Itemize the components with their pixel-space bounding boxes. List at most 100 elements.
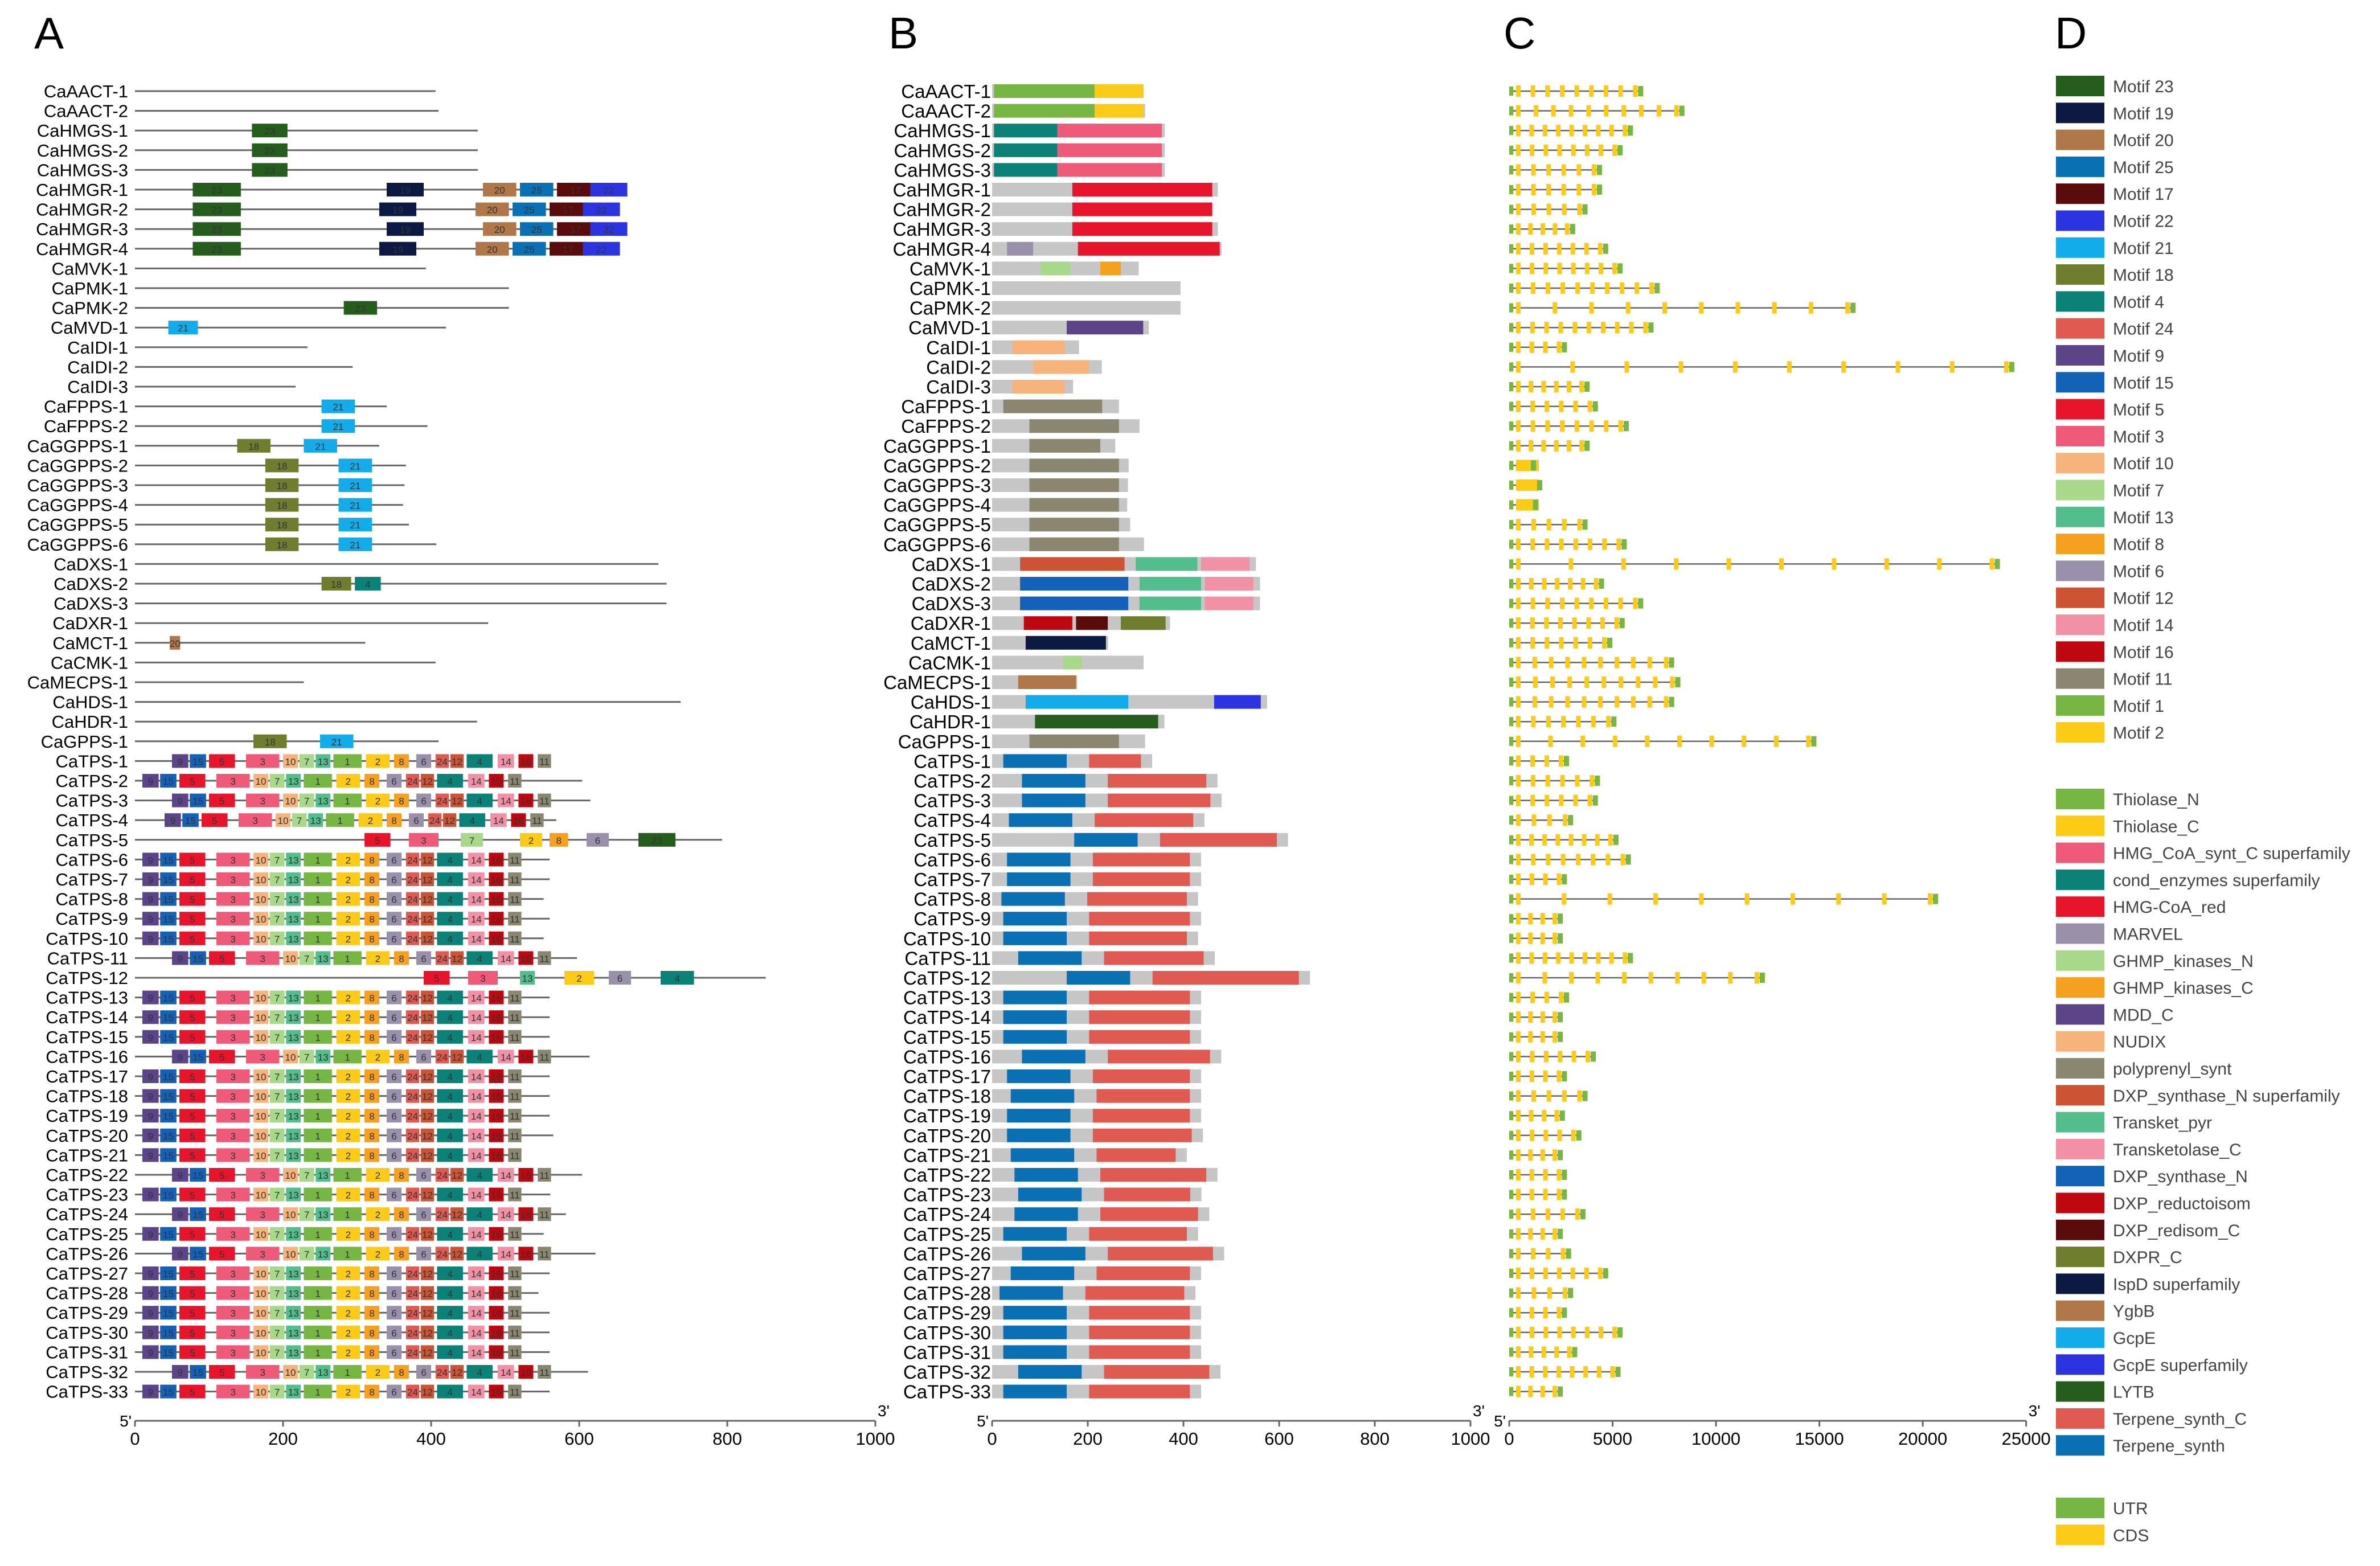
cds-exon xyxy=(1569,125,1574,137)
gene-label-b: CaDXR-1 xyxy=(911,613,991,634)
motif-box xyxy=(498,1168,514,1182)
motif-box xyxy=(142,1069,159,1083)
cds-exon xyxy=(1656,105,1661,117)
domain-box xyxy=(1057,163,1162,177)
motif-number: 13 xyxy=(522,973,533,984)
cds-exon xyxy=(1772,302,1777,314)
motif-box xyxy=(437,1187,463,1202)
cds-exon xyxy=(1560,854,1566,866)
cds-exon xyxy=(1531,184,1536,195)
utr-3 xyxy=(1563,992,1569,1003)
motif-number: 14 xyxy=(471,914,482,925)
gene-label-a: CaTPS-30 xyxy=(46,1323,128,1343)
cds-exon xyxy=(1621,558,1626,570)
motif-box xyxy=(216,852,250,867)
motif-number: 8 xyxy=(369,1229,374,1240)
motif-box xyxy=(253,912,268,926)
cds-exon xyxy=(1541,440,1546,452)
motif-number: 12 xyxy=(422,993,433,1004)
gene-label-a: CaPMK-1 xyxy=(52,278,128,298)
domain-box xyxy=(1007,1128,1071,1142)
motif-box xyxy=(508,892,522,906)
motif-box xyxy=(468,1227,485,1241)
legend-swatch-motif xyxy=(2056,695,2104,716)
motif-number: 18 xyxy=(277,481,288,491)
cds-exon xyxy=(1589,597,1594,609)
legend-label-domain: polyprenyl_synt xyxy=(2113,1060,2232,1079)
legend-label-domain: Transketolase_C xyxy=(2113,1141,2242,1159)
gene-label-b: CaTPS-12 xyxy=(903,968,991,989)
motif-number: 2 xyxy=(346,1072,351,1083)
motif-number: 8 xyxy=(369,1269,374,1280)
motif-number: 8 xyxy=(369,1190,374,1201)
cds-exon xyxy=(1543,1071,1548,1082)
cds-exon xyxy=(1598,1326,1603,1338)
domain-box xyxy=(1089,912,1190,926)
utr-5 xyxy=(1509,933,1513,943)
motif-number: 6 xyxy=(391,993,396,1004)
motif-box xyxy=(276,813,290,827)
motif-number: 12 xyxy=(422,934,433,945)
motif-number: 2 xyxy=(529,835,534,846)
cds-exon xyxy=(1577,1090,1582,1102)
motif-number: 4 xyxy=(477,756,482,767)
motif-box xyxy=(286,774,301,788)
motif-box xyxy=(304,1010,332,1024)
cds-exon xyxy=(1530,775,1535,786)
gene-label-b: CaHDS-1 xyxy=(911,692,991,713)
legend-swatch-motif xyxy=(2056,210,2104,231)
motif-box xyxy=(336,1030,361,1044)
motif-number: 8 xyxy=(369,1131,374,1142)
cds-exon xyxy=(1530,420,1535,432)
motif-box xyxy=(321,419,355,433)
motif-box xyxy=(182,813,199,827)
domain-box xyxy=(1022,774,1085,788)
motif-box xyxy=(420,1109,435,1123)
motif-number: 8 xyxy=(369,1072,374,1083)
legend-swatch-domain xyxy=(2056,1300,2104,1321)
motif-box xyxy=(160,1187,177,1202)
cds-exon xyxy=(1884,558,1889,570)
motif-number: 1 xyxy=(315,1131,320,1142)
motif-box xyxy=(216,892,250,906)
motif-box xyxy=(405,1227,420,1241)
motif-number: 19 xyxy=(392,205,403,216)
cds-exon xyxy=(1662,302,1667,314)
motif-number: 1 xyxy=(315,1229,320,1240)
motif-box xyxy=(304,1109,332,1123)
domain-box xyxy=(1214,695,1261,709)
motif-number: 2 xyxy=(375,756,380,767)
domain-box xyxy=(1089,1227,1187,1241)
cds-exon xyxy=(1531,479,1537,491)
cds-exon xyxy=(1543,1129,1549,1141)
utr-5 xyxy=(1509,776,1513,785)
motif-box xyxy=(387,1010,402,1024)
motif-number: 8 xyxy=(369,1150,374,1161)
axis-end-5: 5' xyxy=(977,1412,989,1430)
motif-number: 10 xyxy=(256,1387,267,1398)
motif-number: 5 xyxy=(190,776,195,787)
motif-number: 14 xyxy=(471,1347,482,1358)
motif-box xyxy=(172,1247,189,1261)
motif-number: 9 xyxy=(148,855,153,866)
gene-label-b: CaTPS-9 xyxy=(914,908,991,929)
domain-box xyxy=(1095,104,1144,118)
cds-exon xyxy=(1545,794,1550,806)
motif-number: 24 xyxy=(407,875,418,886)
motif-number: 10 xyxy=(256,914,267,925)
cds-exon xyxy=(1583,1366,1588,1378)
cds-exon xyxy=(1557,263,1562,274)
protein-bar xyxy=(992,281,1181,295)
motif-number: 10 xyxy=(256,1012,267,1023)
motif-number: 22 xyxy=(604,185,615,196)
cds-exon xyxy=(1545,85,1550,97)
utr-3 xyxy=(1994,559,2000,569)
motif-box xyxy=(286,931,301,945)
cds-exon xyxy=(1556,341,1562,353)
motif-box xyxy=(253,774,268,788)
motif-number: 14 xyxy=(501,1052,511,1063)
cds-exon xyxy=(1516,1287,1521,1299)
motif-box xyxy=(269,990,285,1005)
cds-exon xyxy=(1744,893,1750,905)
gene-label-b: CaTPS-25 xyxy=(903,1224,991,1245)
